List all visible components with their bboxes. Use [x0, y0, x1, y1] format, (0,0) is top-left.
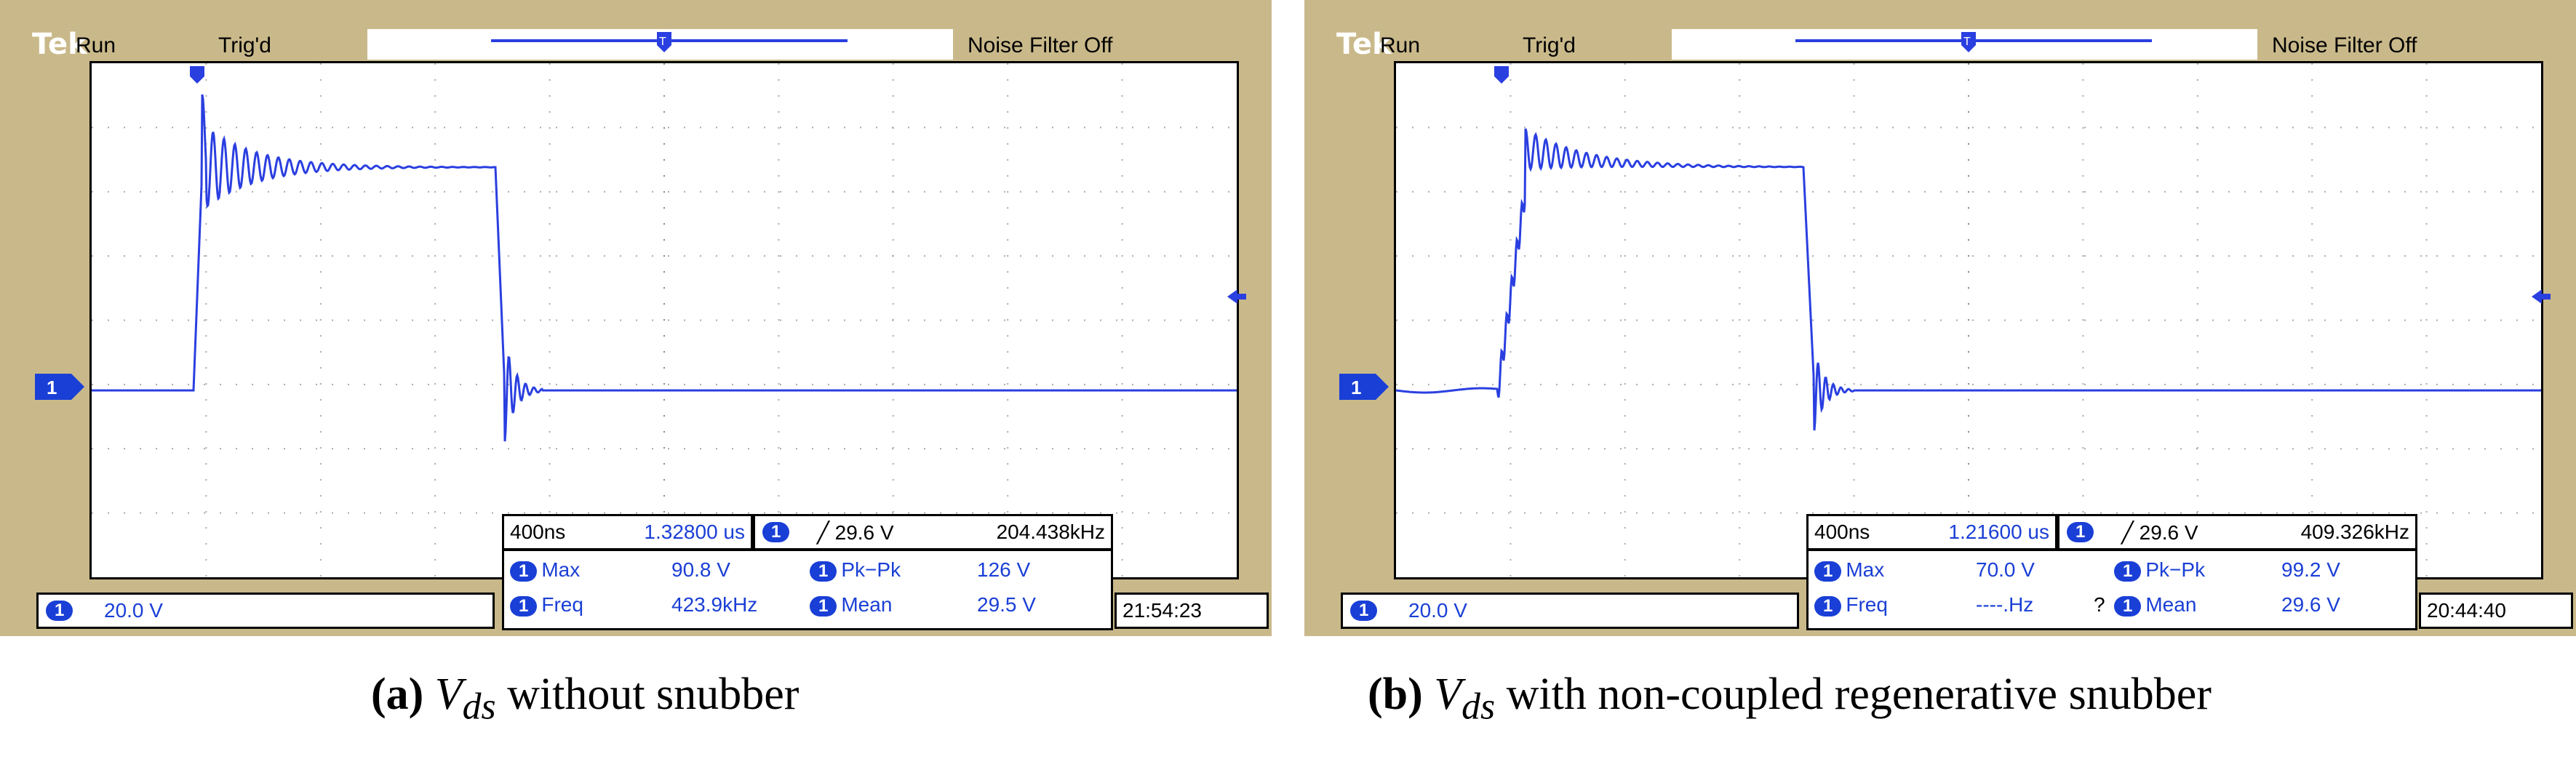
channel-badge: 1 — [762, 522, 790, 542]
channel-badge: 1 — [46, 601, 73, 621]
waveform-svg — [1396, 63, 2541, 577]
oscilloscope-panel-b: Tek Run Trig'd T Noise Filter Off 1 1 20… — [1304, 0, 2576, 636]
trigger-status: Trig'd — [1523, 33, 1576, 57]
record-position-bar: T — [1672, 29, 2257, 60]
pkpk-value: 99.2 V — [2281, 558, 2340, 581]
noise-filter-status: Noise Filter Off — [968, 33, 1113, 57]
max-value: 90.8 V — [671, 558, 730, 581]
channel-1-ground-marker-icon: 1 — [35, 374, 84, 400]
measure-freq: 1 Freq — [510, 593, 583, 617]
mean-value: 29.5 V — [977, 593, 1036, 616]
run-status: Run — [76, 33, 116, 57]
freq-value: ----.Hz — [1976, 593, 2034, 616]
channel-1-ground-marker-icon: 1 — [1339, 374, 1389, 400]
measurement-bar: 1 20.0 V 400ns 1.32800 us 1 ╱ 29.6 V 204… — [0, 514, 1272, 636]
svg-text:T: T — [659, 36, 666, 48]
trigger-level-arrow-icon — [2532, 289, 2551, 304]
waveform-display — [1394, 61, 2543, 579]
trigger-frequency: 409.326kHz — [2300, 521, 2409, 543]
measure-pkpk: 1 Pk−Pk — [810, 558, 901, 582]
measure-max: 1 Max — [510, 558, 580, 582]
freq-value: 423.9kHz — [671, 593, 758, 616]
graticule-grid — [1396, 63, 2541, 577]
mean-value: 29.6 V — [2281, 593, 2340, 616]
volts-per-div: 20.0 V — [1408, 599, 1467, 622]
noise-filter-status: Noise Filter Off — [2272, 33, 2417, 57]
caption-b: (b) Vds with non-coupled regenerative sn… — [1368, 670, 2212, 728]
auto-measurements: 1 Max 70.0 V 1 Pk−Pk 99.2 V 1 Freq ----.Hz … — [1806, 549, 2417, 630]
channel-badge: 1 — [2067, 522, 2094, 542]
trigger-position-icon: T — [657, 32, 671, 52]
trigger-readout: 1 ╱ 29.6 V 409.326kHz — [2057, 514, 2417, 550]
trigger-level: ╱ 29.6 V — [2121, 521, 2198, 544]
clock-readout: 21:54:23 — [1114, 593, 1269, 629]
svg-text:1: 1 — [1351, 377, 1361, 398]
trigger-readout: 1 ╱ 29.6 V 204.438kHz — [753, 514, 1113, 550]
status-bar: Tek Run Trig'd T Noise Filter Off — [1304, 0, 2576, 61]
max-value: 70.0 V — [1976, 558, 2035, 581]
trigger-level: ╱ 29.6 V — [817, 521, 894, 544]
measurement-readouts: 400ns 1.21600 us 1 ╱ 29.6 V 409.326kHz 1… — [1806, 514, 2417, 630]
trigger-status: Trig'd — [218, 33, 271, 57]
measure-max: 1 Max — [1814, 558, 1884, 582]
volts-per-div: 20.0 V — [104, 599, 163, 622]
caption-a: (a) Vds without snubber — [371, 670, 799, 728]
auto-measurements: 1 Max 90.8 V 1 Pk−Pk 126 V 1 Freq 423.9kHz … — [502, 549, 1113, 630]
trigger-level-arrow-icon — [1227, 289, 1246, 304]
graticule-grid — [92, 63, 1237, 577]
brand-logo: Tek — [1336, 28, 1392, 61]
record-position-bar: T — [367, 29, 953, 60]
status-bar: Tek Run Trig'd T Noise Filter Off — [0, 0, 1272, 61]
cursor-time: 1.32800 us — [644, 521, 745, 543]
measure-freq: 1 Freq — [1814, 593, 1888, 617]
ch1-trace — [92, 94, 1237, 442]
ch1-trace — [1396, 128, 2541, 431]
measure-pkpk: 1 Pk−Pk — [2114, 558, 2205, 582]
time-per-div: 400ns — [1814, 521, 1870, 543]
trigger-frequency: 204.438kHz — [996, 521, 1105, 543]
measurement-bar: 1 20.0 V 400ns 1.21600 us 1 ╱ 29.6 V 409… — [1304, 514, 2576, 636]
clock-readout: 20:44:40 — [2419, 593, 2573, 629]
waveform-display — [89, 61, 1239, 579]
freq-flag: ? — [2094, 593, 2105, 616]
measure-mean: 1 Mean — [810, 593, 892, 617]
svg-text:T: T — [1963, 36, 1971, 48]
time-per-div: 400ns — [510, 521, 566, 543]
cursor-marker-icon — [1494, 66, 1509, 84]
brand-logo: Tek — [32, 28, 87, 61]
channel-badge: 1 — [1350, 601, 1378, 621]
trigger-position-icon: T — [1961, 32, 1976, 52]
waveform-svg — [92, 63, 1237, 577]
cursor-time: 1.21600 us — [1948, 521, 2049, 543]
vertical-scale-readout: 1 20.0 V — [36, 593, 495, 629]
cursor-marker-icon — [190, 66, 204, 84]
measure-mean: 1 Mean — [2114, 593, 2196, 617]
run-status: Run — [1380, 33, 1421, 57]
timebase-readout: 400ns 1.32800 us — [502, 514, 753, 550]
svg-text:1: 1 — [47, 377, 57, 398]
measurement-readouts: 400ns 1.32800 us 1 ╱ 29.6 V 204.438kHz 1… — [502, 514, 1113, 630]
pkpk-value: 126 V — [977, 558, 1031, 581]
timebase-readout: 400ns 1.21600 us — [1806, 514, 2057, 550]
oscilloscope-panel-a: Tek Run Trig'd T Noise Filter Off 1 1 20… — [0, 0, 1272, 636]
vertical-scale-readout: 1 20.0 V — [1341, 593, 1799, 629]
